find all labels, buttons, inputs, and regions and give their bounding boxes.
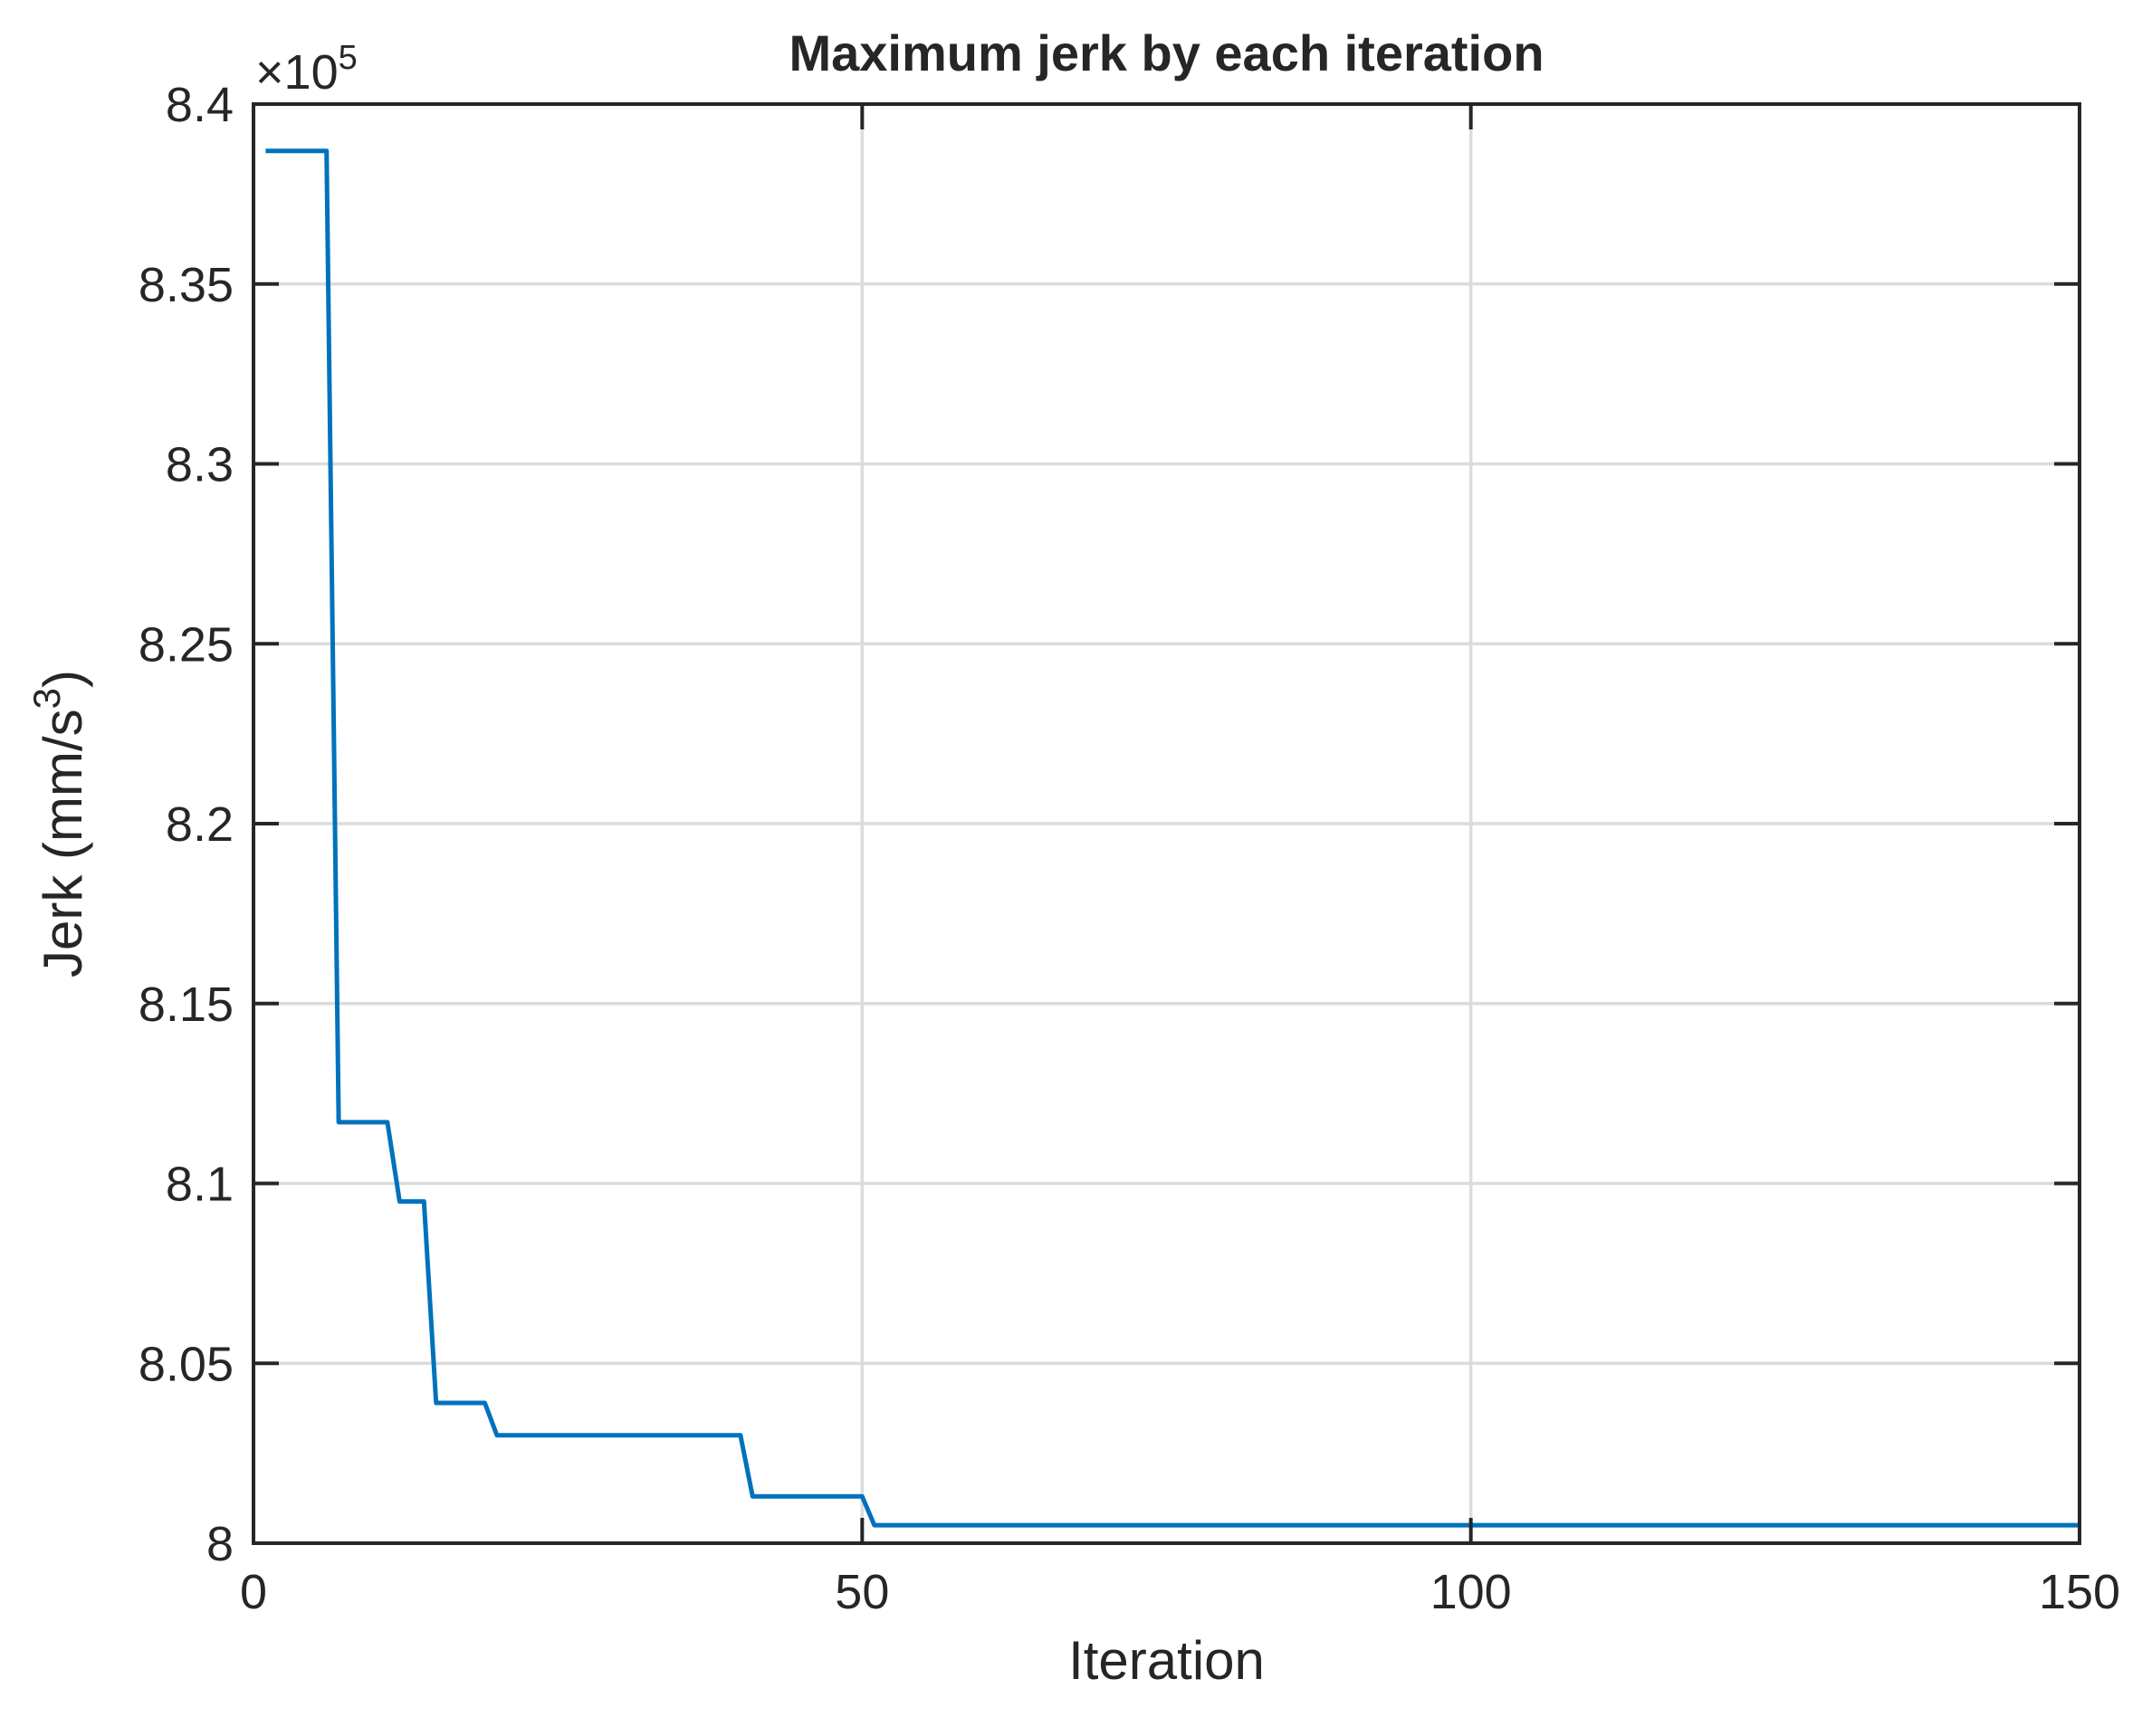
y-axis-exponent-label: ×105 (255, 39, 358, 100)
y-tick-label: 8.3 (166, 438, 234, 492)
chart-title: Maximum jerk by each iteration (789, 24, 1544, 81)
y-axis-label-close: ) (33, 670, 93, 688)
exponent-power: 5 (339, 39, 358, 77)
x-tick-label: 50 (835, 1565, 889, 1619)
ticks: 8 8.05 8.1 8.15 8.2 8.25 8.3 8.35 8.4 0 50 100 150 (139, 78, 2120, 1619)
y-tick-label: 8.1 (166, 1158, 234, 1212)
x-axis-label: Iteration (1068, 1630, 1265, 1691)
y-axis-label: Jerk (mm/s3) (25, 670, 93, 978)
y-tick-label: 8.35 (139, 258, 234, 312)
x-tick-label: 100 (1430, 1565, 1512, 1619)
grid-lines (253, 104, 2080, 1543)
y-tick-label: 8.05 (139, 1337, 234, 1391)
exponent-base: ×10 (255, 45, 339, 100)
x-tick-label: 150 (2039, 1565, 2120, 1619)
x-tick-label: 0 (240, 1565, 267, 1619)
series-line (265, 148, 2080, 1528)
y-tick-label: 8 (206, 1517, 234, 1571)
y-tick-label: 8.4 (166, 78, 234, 132)
y-tick-label: 8.2 (166, 797, 234, 852)
y-tick-label: 8.15 (139, 978, 234, 1032)
y-tick-label: 8.25 (139, 617, 234, 672)
y-axis-label-superscript: 3 (25, 688, 68, 709)
plot-area (265, 148, 2080, 1528)
y-axis-label-main: Jerk (mm/s (33, 709, 93, 978)
